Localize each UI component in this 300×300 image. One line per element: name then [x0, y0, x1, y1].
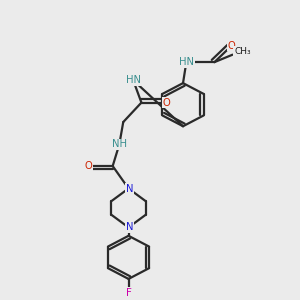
- Text: N: N: [126, 184, 134, 194]
- Text: O: O: [162, 98, 170, 108]
- Text: O: O: [84, 161, 92, 171]
- Text: N: N: [126, 222, 134, 233]
- Text: CH₃: CH₃: [234, 47, 251, 56]
- Text: HN: HN: [126, 75, 141, 85]
- Text: F: F: [126, 288, 131, 298]
- Text: NH: NH: [112, 140, 127, 149]
- Text: O: O: [228, 41, 236, 51]
- Text: HN: HN: [179, 57, 194, 67]
